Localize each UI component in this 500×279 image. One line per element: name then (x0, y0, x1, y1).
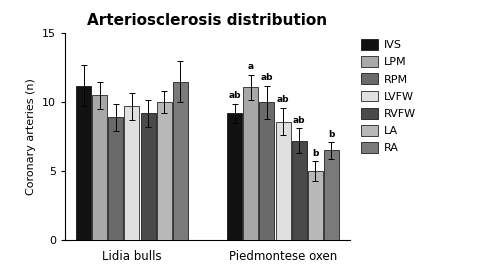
Bar (228, 113, 242, 240)
Bar (292, 141, 306, 240)
Bar (172, 82, 188, 240)
Text: ab: ab (260, 73, 273, 82)
Title: Arteriosclerosis distribution: Arteriosclerosis distribution (88, 13, 328, 28)
Legend: IVS, LPM, RPM, LVFW, RVFW, LA, RA: IVS, LPM, RPM, LVFW, RVFW, LA, RA (362, 39, 416, 153)
Bar (276, 122, 290, 240)
Bar (124, 106, 140, 240)
Bar (308, 171, 322, 240)
Bar (76, 86, 91, 240)
Bar (244, 87, 258, 240)
Bar (108, 117, 124, 240)
Text: b: b (328, 130, 334, 139)
Bar (260, 102, 274, 240)
Text: ab: ab (277, 95, 289, 104)
Y-axis label: Coronary arteries (n): Coronary arteries (n) (26, 78, 36, 195)
Bar (324, 150, 339, 240)
Text: a: a (248, 62, 254, 71)
Bar (156, 102, 172, 240)
Bar (140, 113, 156, 240)
Text: b: b (312, 149, 318, 158)
Bar (92, 95, 108, 240)
Text: ab: ab (293, 116, 306, 125)
Text: ab: ab (228, 91, 241, 100)
